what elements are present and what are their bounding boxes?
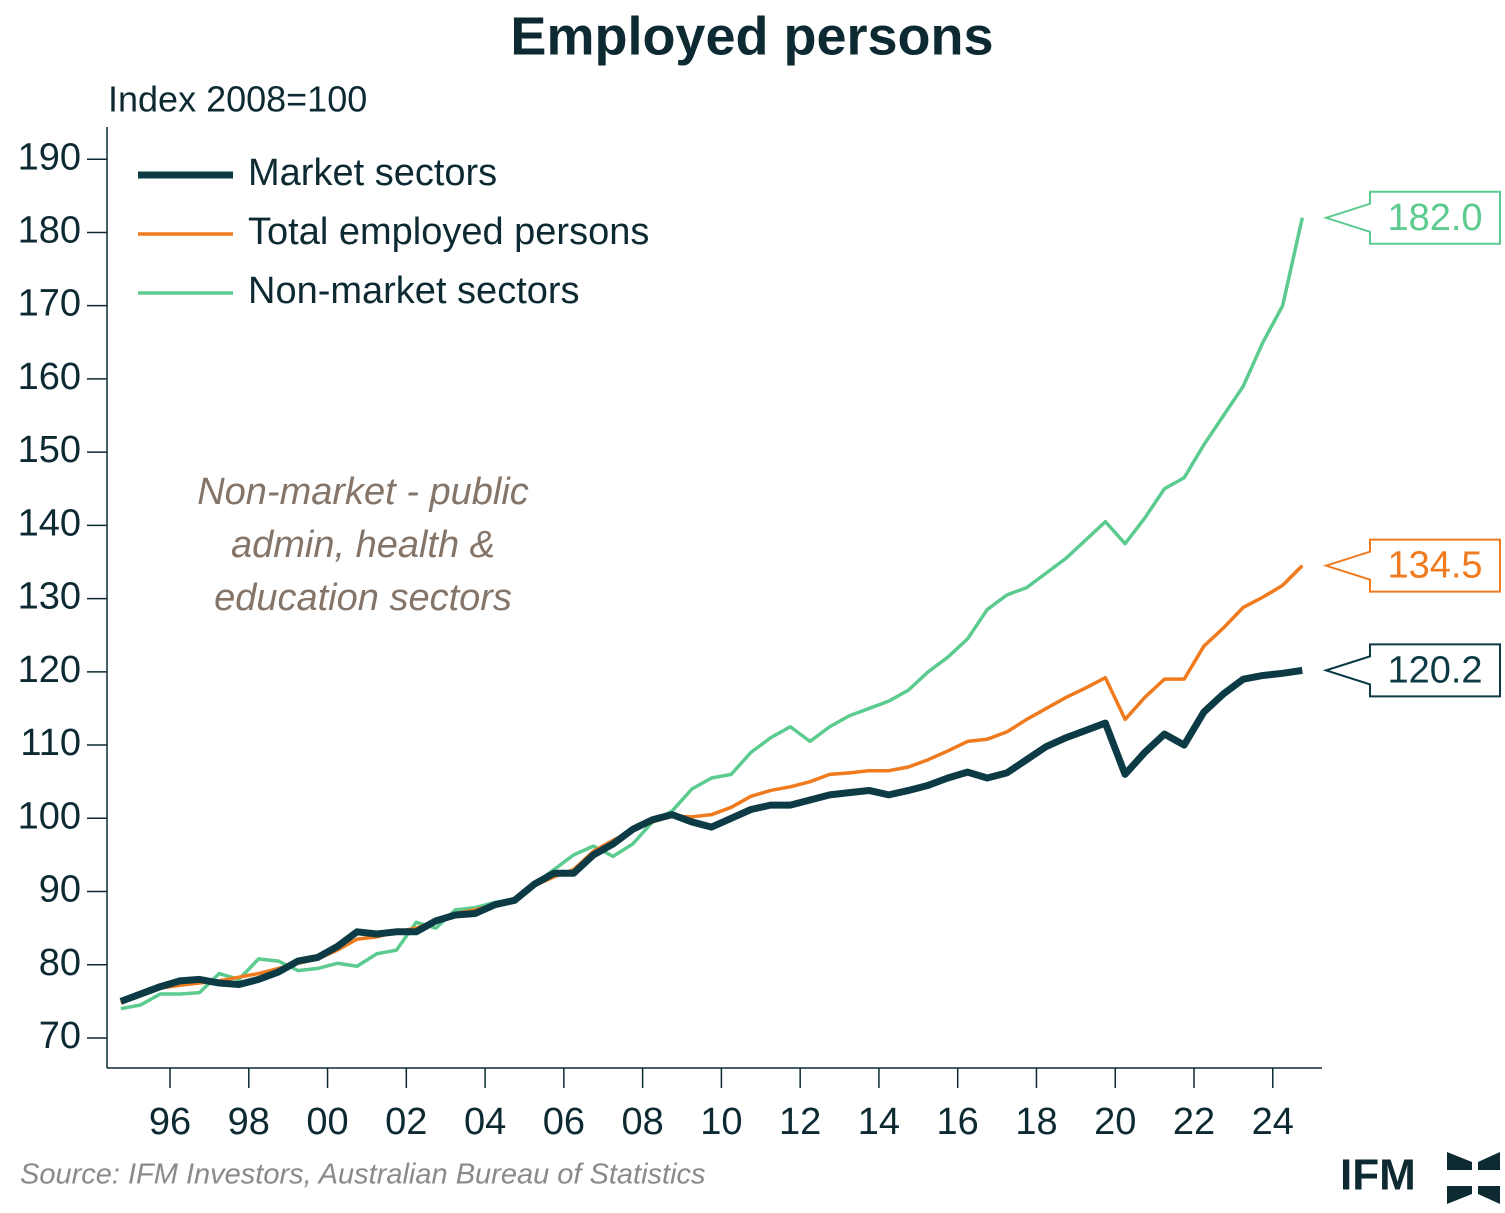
y-tick-label: 120: [18, 649, 81, 691]
legend-label: Market sectors: [248, 152, 497, 194]
series-line: [119, 666, 1303, 1005]
end-label: 134.5: [1387, 545, 1482, 587]
series-line: [120, 564, 1304, 1005]
y-axis-label: Index 2008=100: [108, 79, 367, 120]
end-label-box: [1322, 643, 1501, 698]
x-tick-label: 20: [1094, 1101, 1136, 1143]
y-tick-label: 180: [18, 209, 81, 251]
y-tick-label: 100: [18, 795, 81, 837]
legend-label: Non-market sectors: [248, 270, 580, 312]
x-tick-label: 18: [1015, 1101, 1057, 1143]
x-tick-label: 02: [385, 1101, 427, 1143]
y-tick-label: 160: [18, 356, 81, 398]
x-tick-label: 12: [779, 1101, 821, 1143]
x-tick-label: 00: [306, 1101, 348, 1143]
x-tick-label: 16: [937, 1101, 979, 1143]
y-tick-label: 170: [18, 283, 81, 325]
end-label: 182.0: [1387, 197, 1482, 239]
x-tick-label: 08: [621, 1101, 663, 1143]
end-label: 120.2: [1387, 649, 1482, 691]
y-tick-label: 110: [20, 722, 81, 764]
y-tick-label: 140: [18, 502, 81, 544]
annotation: education sectors: [214, 577, 512, 619]
y-tick-label: 70: [39, 1015, 81, 1057]
end-label-box: [1322, 538, 1501, 593]
x-tick-label: 04: [464, 1101, 506, 1143]
x-tick-label: 10: [700, 1101, 742, 1143]
legend-label: Total employed persons: [248, 211, 649, 253]
x-tick-label: 14: [858, 1101, 900, 1143]
y-tick-label: 130: [18, 576, 81, 618]
annotation: admin, health &: [231, 524, 495, 566]
end-label-box: [1322, 190, 1501, 245]
x-tick-label: 98: [228, 1101, 270, 1143]
y-tick-label: 150: [18, 429, 81, 471]
x-tick-label: 06: [543, 1101, 585, 1143]
y-tick-label: 190: [18, 136, 81, 178]
x-tick-label: 96: [149, 1101, 191, 1143]
logo: IFM: [1340, 1151, 1416, 1200]
x-tick-label: 24: [1252, 1101, 1294, 1143]
series-line: [120, 217, 1305, 1011]
chart-title: Employed persons: [510, 6, 993, 66]
annotation: Non-market - public: [197, 471, 529, 513]
x-tick-label: 22: [1173, 1101, 1215, 1143]
y-tick-label: 90: [39, 869, 81, 911]
logo-icon: [1447, 1152, 1500, 1204]
y-tick-label: 80: [39, 942, 81, 984]
source: Source: IFM Investors, Australian Bureau…: [20, 1159, 706, 1191]
